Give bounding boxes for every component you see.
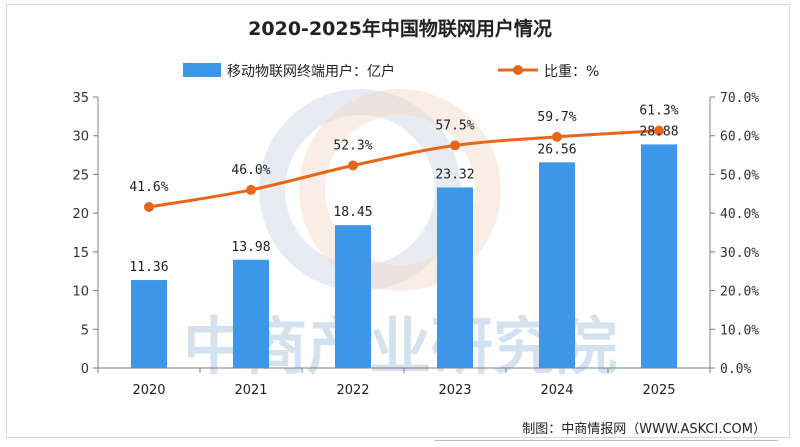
share-line — [148, 129, 660, 209]
legend-line-label: 比重：% — [544, 64, 599, 80]
y-left-tick-label: 15 — [72, 246, 89, 261]
bar-series — [131, 144, 677, 368]
share-value-label: 46.0% — [231, 163, 270, 178]
chart-title: 2020-2025年中国物联网用户情况 — [248, 18, 552, 40]
x-tick-label: 2024 — [540, 383, 573, 398]
y-left-tick-label: 35 — [72, 91, 89, 106]
data-labels: 11.36 13.98 18.45 23.32 26.56 28.88 41.6% 46.0%… — [129, 104, 678, 275]
share-point-2022 — [348, 160, 358, 171]
y-right-tick-label: 70.0% — [720, 91, 759, 106]
line-series — [144, 125, 664, 212]
y-left-tick-label: 30 — [72, 130, 89, 145]
bar-value-label: 13.98 — [231, 240, 270, 255]
axes: 051015202530350.0%10.0%20.0%30.0%40.0%50… — [72, 91, 759, 398]
share-value-label: 57.5% — [435, 118, 474, 133]
bar-2024 — [539, 162, 575, 368]
share-point-2025 — [654, 125, 664, 136]
y-left-tick-label: 10 — [72, 285, 89, 300]
bar-2022 — [335, 225, 371, 368]
share-value-label: 52.3% — [333, 139, 372, 154]
bar-2023 — [437, 187, 473, 368]
bar-value-label: 28.88 — [639, 124, 678, 139]
x-tick-label: 2020 — [132, 383, 165, 398]
share-point-2024 — [552, 131, 562, 142]
legend: 移动物联网终端用户：亿户 比重：% — [183, 63, 599, 80]
y-right-tick-label: 50.0% — [720, 168, 759, 183]
legend-bar-label: 移动物联网终端用户：亿户 — [227, 63, 395, 80]
y-left-tick-label: 20 — [72, 207, 89, 222]
legend-line-marker — [513, 65, 523, 75]
share-point-2023 — [450, 140, 460, 151]
bar-value-label: 11.36 — [129, 260, 168, 275]
share-value-label: 61.3% — [639, 104, 678, 119]
bar-value-label: 23.32 — [435, 167, 474, 182]
bar-2025 — [641, 144, 677, 368]
y-right-tick-label: 40.0% — [720, 207, 759, 222]
y-right-tick-label: 60.0% — [720, 130, 759, 145]
y-left-tick-label: 0 — [81, 362, 89, 377]
y-right-tick-label: 0.0% — [720, 362, 751, 377]
source-credit: 制图：中商情报网（WWW.ASKCI.COM） — [522, 422, 766, 437]
bar-value-label: 26.56 — [537, 142, 576, 157]
bar-2021 — [233, 259, 269, 368]
bar-value-label: 18.45 — [333, 205, 372, 220]
share-point-2021 — [246, 184, 256, 195]
x-tick-label: 2023 — [438, 383, 471, 398]
y-left-tick-label: 25 — [72, 168, 89, 183]
legend-bar-swatch — [183, 63, 221, 77]
share-point-2020 — [144, 201, 154, 212]
share-value-label: 59.7% — [537, 110, 576, 125]
x-tick-label: 2021 — [234, 383, 267, 398]
y-right-tick-label: 30.0% — [720, 246, 759, 261]
y-right-tick-label: 10.0% — [720, 323, 759, 338]
credit-rule — [435, 440, 778, 441]
y-left-tick-label: 5 — [81, 323, 89, 338]
share-value-label: 41.6% — [129, 180, 168, 195]
y-right-tick-label: 20.0% — [720, 285, 759, 300]
x-tick-label: 2025 — [642, 383, 675, 398]
x-tick-label: 2022 — [336, 383, 369, 398]
bar-2020 — [131, 280, 167, 368]
